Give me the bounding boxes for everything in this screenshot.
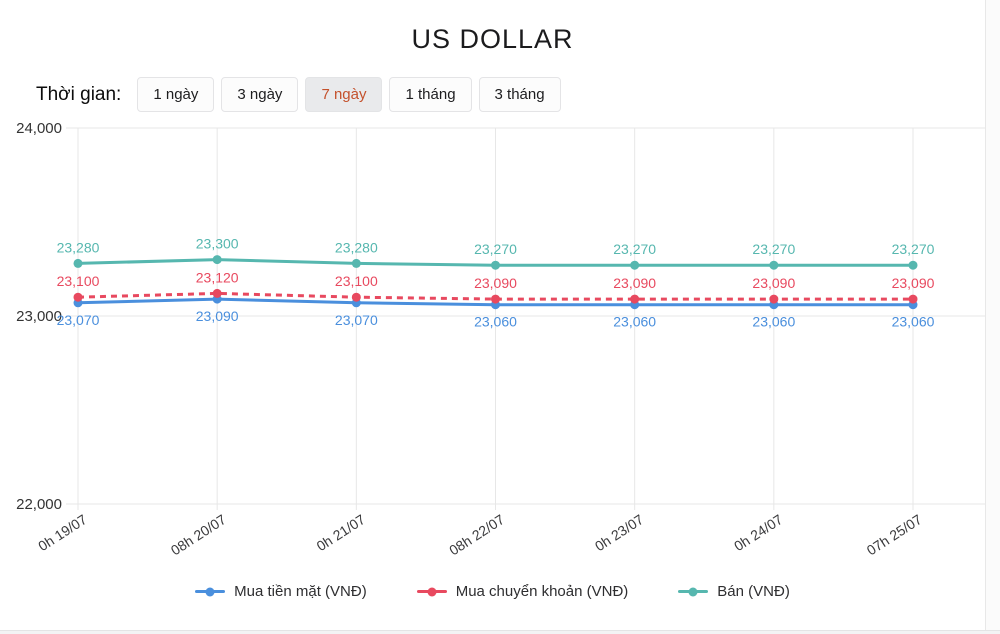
time-filter-button[interactable]: 3 ngày (221, 77, 299, 112)
data-point-label: 23,090 (613, 275, 656, 291)
data-point-label: 23,100 (335, 273, 378, 289)
time-filter-button[interactable]: 7 ngày (305, 77, 383, 112)
page-right-edge (985, 0, 1000, 634)
series-line (77, 258, 913, 267)
data-point-label: 23,060 (474, 314, 517, 330)
data-point-marker (351, 258, 361, 268)
data-point-marker (630, 294, 640, 304)
time-range-label: Thời gian: (36, 83, 122, 105)
x-axis-tick-label: 0h 23/07 (592, 511, 647, 554)
data-point-label: 23,120 (196, 269, 239, 285)
data-point-label: 23,270 (474, 241, 517, 257)
legend-series-label: Bán (VNĐ) (717, 583, 790, 600)
data-point-marker (212, 294, 222, 304)
data-point-label: 23,300 (196, 236, 239, 252)
data-point-label: 23,070 (335, 312, 378, 328)
time-filter-row: Thời gian: 1 ngày 3 ngày 7 ngày 1 tháng 3 th… (36, 77, 561, 112)
data-point-label: 23,280 (335, 239, 378, 255)
data-point-label: 23,270 (752, 241, 795, 257)
data-point-label: 23,060 (892, 314, 935, 330)
x-axis-tick-label: 0h 24/07 (731, 511, 786, 554)
data-point-marker (491, 294, 500, 304)
data-point-marker (73, 258, 83, 268)
data-point-marker (630, 300, 640, 310)
legend-series-marker-icon (678, 587, 709, 596)
time-filter-button[interactable]: 1 tháng (389, 77, 472, 112)
x-axis-tick-label: 0h 21/07 (314, 511, 369, 554)
chart-legend: Mua tiền mặt (VNĐ) Mua chuyển khoản (VNĐ)… (0, 583, 985, 600)
legend-series-label: Mua chuyển khoản (VNĐ) (455, 583, 629, 600)
y-axis-tick-label: 24,000 (16, 120, 62, 137)
data-point-marker (73, 292, 83, 302)
data-point-marker (73, 298, 83, 308)
time-filter-button[interactable]: 3 tháng (478, 77, 561, 112)
data-point-label: 23,090 (196, 308, 239, 324)
data-point-label: 23,090 (474, 275, 517, 291)
x-axis-tick-label: 0h 19/07 (35, 511, 90, 554)
page-title: US DOLLAR (411, 24, 574, 54)
y-axis-tick-label: 22,000 (16, 496, 62, 513)
data-point-marker (212, 255, 222, 265)
data-point-marker (769, 294, 779, 304)
x-axis-tick-label: 08h 20/07 (168, 511, 229, 558)
data-point-marker (769, 300, 779, 310)
data-point-label: 23,100 (57, 273, 100, 289)
data-point-marker (908, 300, 918, 310)
legend-series-marker-icon (195, 587, 226, 596)
data-point-label: 23,270 (892, 241, 935, 257)
legend-item[interactable]: Bán (VNĐ) (678, 583, 790, 600)
data-point-marker (491, 260, 500, 270)
data-point-marker (351, 298, 361, 308)
data-point-marker (212, 288, 222, 298)
series-line (77, 297, 913, 307)
data-point-marker (908, 260, 918, 270)
data-point-label: 23,060 (613, 314, 656, 330)
data-point-marker (908, 294, 918, 304)
legend-series-marker-icon (416, 587, 447, 596)
data-point-label: 23,270 (613, 241, 656, 257)
data-point-marker (491, 300, 500, 310)
time-filter-button[interactable]: 1 ngày (137, 77, 215, 112)
data-point-label: 23,090 (752, 275, 795, 291)
data-point-label: 23,060 (752, 314, 795, 330)
legend-item[interactable]: Mua chuyển khoản (VNĐ) (416, 583, 629, 600)
data-point-label: 23,090 (892, 275, 935, 291)
bottom-divider (0, 630, 1000, 634)
legend-series-label: Mua tiền mặt (VNĐ) (234, 583, 367, 600)
data-point-marker (351, 292, 361, 302)
x-axis-tick-label: 07h 25/07 (864, 511, 925, 558)
time-filter-buttons: 1 ngày 3 ngày 7 ngày 1 tháng 3 tháng (137, 77, 561, 112)
y-axis-tick-label: 23,000 (16, 308, 62, 325)
data-point-label: 23,070 (57, 312, 100, 328)
data-point-label: 23,280 (57, 239, 100, 255)
legend-item[interactable]: Mua tiền mặt (VNĐ) (195, 583, 367, 600)
x-axis-tick-label: 08h 22/07 (446, 511, 507, 558)
series-line (77, 291, 913, 301)
data-point-marker (630, 260, 640, 270)
data-point-marker (769, 260, 779, 270)
